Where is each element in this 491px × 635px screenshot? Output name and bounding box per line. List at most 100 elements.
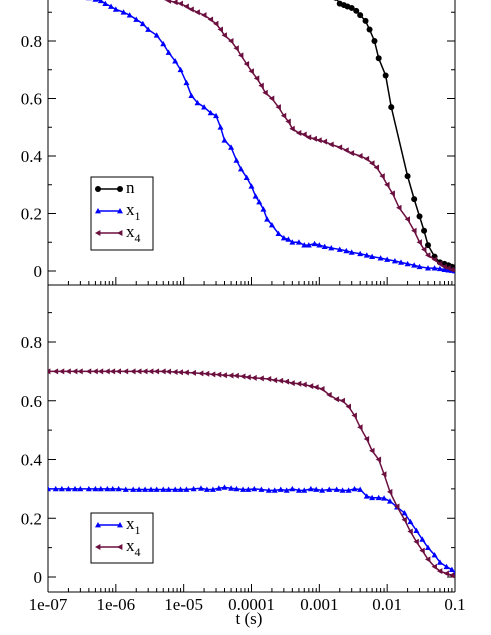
marker-x4 <box>258 375 264 382</box>
marker-x1 <box>351 485 358 492</box>
marker-x1 <box>264 216 271 222</box>
x-axis-label: t (s) <box>236 609 263 628</box>
marker-x1 <box>425 544 432 551</box>
y-tick-label: 0 <box>34 262 43 281</box>
marker-x1 <box>357 250 364 257</box>
marker-x4 <box>305 134 312 141</box>
marker-x4 <box>136 368 142 375</box>
marker-x1 <box>251 485 258 492</box>
marker-x1 <box>213 112 220 119</box>
marker-n <box>357 12 364 19</box>
marker-x4 <box>190 369 196 376</box>
marker-n <box>416 213 423 220</box>
marker-x1 <box>102 0 109 7</box>
marker-x4 <box>394 503 400 510</box>
y-tick-label: 0 <box>34 568 43 587</box>
marker-x4 <box>197 370 204 377</box>
marker-x1 <box>348 249 355 255</box>
marker-x4 <box>369 160 375 167</box>
marker-x1 <box>413 527 420 533</box>
marker-x4 <box>160 368 166 375</box>
marker-x4 <box>328 141 334 148</box>
marker-x4 <box>401 516 407 523</box>
marker-x4 <box>425 556 431 563</box>
marker-x1 <box>233 485 240 492</box>
marker-n <box>95 186 101 192</box>
marker-n <box>404 173 411 180</box>
marker-x4 <box>240 373 246 380</box>
legend-subscript: 4 <box>135 545 141 559</box>
marker-x1 <box>425 265 432 271</box>
marker-x4 <box>285 118 291 125</box>
marker-x4 <box>436 568 443 575</box>
marker-x1 <box>431 265 438 271</box>
marker-n <box>348 4 355 11</box>
marker-x4 <box>386 488 393 495</box>
marker-x1 <box>289 239 296 245</box>
bottom-panel: 0 0.2 0.4 0.6 0.8 1e-07 1e-06 1e-05 0.0001 0.001 0… <box>21 284 466 614</box>
marker-x4 <box>209 371 216 378</box>
marker-n <box>411 196 418 203</box>
marker-x4 <box>336 144 343 151</box>
marker-x1 <box>311 240 318 247</box>
marker-x1 <box>411 262 418 268</box>
marker-x4 <box>280 112 287 119</box>
y-tick-label: 0.6 <box>21 90 42 109</box>
marker-x1 <box>345 487 352 493</box>
marker-x1 <box>183 79 190 86</box>
marker-x1 <box>441 266 448 272</box>
marker-x1 <box>258 486 265 492</box>
marker-x1 <box>197 485 204 491</box>
marker-x4 <box>375 456 382 463</box>
series-line-n <box>336 0 455 269</box>
marker-x4 <box>452 574 455 578</box>
marker-x1 <box>339 487 346 493</box>
y-tick-label: 0.6 <box>21 392 42 411</box>
x-tick-label: 1e-07 <box>29 595 68 614</box>
marker-x1 <box>217 124 224 130</box>
marker-x4 <box>289 380 295 387</box>
marker-x1 <box>71 485 78 492</box>
marker-x1 <box>237 165 244 172</box>
marker-n <box>425 242 432 249</box>
marker-x4 <box>357 424 363 431</box>
marker-x4 <box>92 368 98 375</box>
x-tick-label: 0.1 <box>444 595 465 614</box>
marker-x4 <box>311 135 317 142</box>
marker-x1 <box>398 259 405 265</box>
marker-x4 <box>357 153 363 159</box>
marker-x4 <box>373 164 380 171</box>
marker-x4 <box>431 256 437 263</box>
marker-x4 <box>319 386 325 392</box>
marker-x1 <box>183 486 190 492</box>
x-tick-label: 0.001 <box>300 595 338 614</box>
y-tick-label: 0.8 <box>21 32 42 51</box>
marker-x4 <box>194 9 200 16</box>
marker-x1 <box>283 487 290 493</box>
marker-x4 <box>104 368 110 375</box>
marker-x4 <box>233 45 239 52</box>
marker-n <box>375 55 382 62</box>
marker-n <box>353 7 360 14</box>
marker-x1 <box>265 487 272 493</box>
marker-x4 <box>95 230 101 236</box>
marker-x1 <box>381 495 388 501</box>
marker-x1 <box>194 99 201 106</box>
marker-x1 <box>260 206 267 212</box>
marker-x4 <box>213 20 219 27</box>
marker-x4 <box>85 368 92 375</box>
marker-x4 <box>248 68 254 75</box>
marker-x4 <box>117 544 123 550</box>
marker-x1 <box>295 239 302 245</box>
marker-x4 <box>207 16 214 23</box>
legend-subscript: 1 <box>135 209 141 223</box>
marker-x1 <box>65 485 72 492</box>
marker-n <box>382 72 389 79</box>
marker-x1 <box>77 485 84 492</box>
marker-x4 <box>109 368 116 375</box>
marker-x1 <box>404 260 411 267</box>
marker-x4 <box>243 61 250 67</box>
marker-x1 <box>363 252 370 258</box>
marker-x4 <box>215 371 222 378</box>
